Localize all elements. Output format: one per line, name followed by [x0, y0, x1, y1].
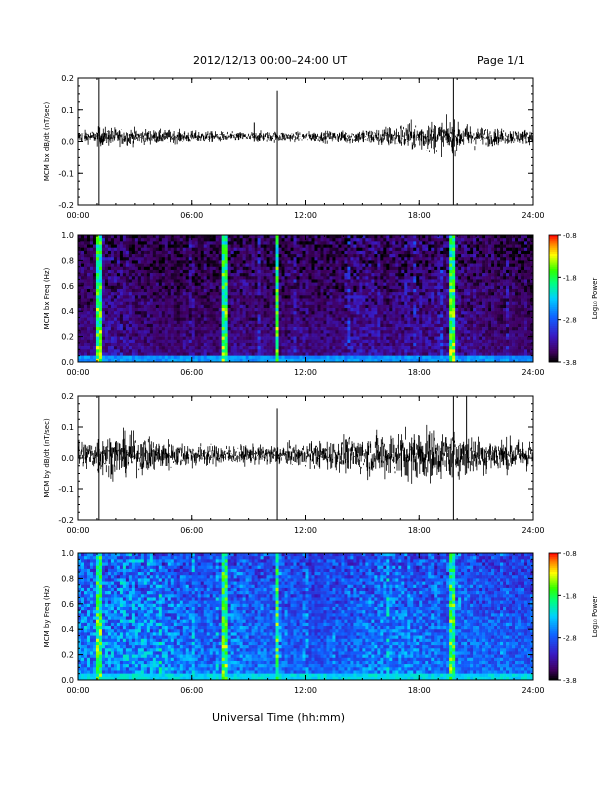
- y-tick-label: 1.0: [61, 231, 74, 240]
- y-tick-label: 0.1: [61, 106, 74, 115]
- panel-0-trace: [77, 114, 533, 157]
- panel-1-spectrogram: [78, 235, 534, 363]
- y-tick-label: 0.2: [61, 74, 74, 83]
- x-tick-label: 06:00: [180, 211, 203, 220]
- y-tick-label: 0.6: [61, 600, 74, 609]
- colorbar-1: -0.8 -1.8 -2.8 -3.8 Log₁₀ Power: [548, 232, 599, 367]
- colorbar-tick-label: -3.8: [563, 359, 577, 367]
- x-tick-label: 00:00: [66, 526, 89, 535]
- y-tick-label: 0.0: [61, 676, 74, 685]
- y-tick-label: 0.0: [61, 454, 74, 463]
- colorbar-label: Log₁₀ Power: [591, 596, 599, 638]
- x-tick-label: 18:00: [408, 526, 431, 535]
- x-tick-label: 12:00: [294, 526, 317, 535]
- panel-2-axes: 00:00 06:00 12:00 18:00 24:00 0.2 0.1 0.0 -0.1 -0…: [43, 392, 545, 535]
- x-tick-label: 18:00: [408, 368, 431, 377]
- y-tick-label: 0.4: [61, 625, 74, 634]
- panel-1-axes: 00:00 06:00 12:00 18:00 24:00 1.0 0.8 0.6 0.4 0.2…: [43, 231, 545, 377]
- x-axis-label: Universal Time (hh:mm): [212, 711, 345, 724]
- x-tick-label: 12:00: [294, 368, 317, 377]
- colorbar-tick-label: -2.8: [563, 635, 577, 643]
- x-tick-label: 00:00: [66, 368, 89, 377]
- y-axis-label: MCM bx Freq (Hz): [43, 267, 51, 329]
- x-tick-label: 06:00: [180, 686, 203, 695]
- x-tick-label: 12:00: [294, 686, 317, 695]
- x-tick-label: 24:00: [521, 211, 544, 220]
- x-tick-label: 00:00: [66, 211, 89, 220]
- x-tick-label: 18:00: [408, 211, 431, 220]
- colorbar-3: -0.8 -1.8 -2.8 -3.8 Log₁₀ Power: [548, 550, 599, 685]
- y-tick-label: -0.2: [58, 201, 74, 210]
- y-tick-label: 0.0: [61, 138, 74, 147]
- panel-2-trace: [77, 424, 533, 484]
- panel-3-axes: 00:00 06:00 12:00 18:00 24:00 1.0 0.8 0.6 0.4 0.2…: [43, 549, 545, 695]
- y-tick-label: 1.0: [61, 549, 74, 558]
- colorbar-tick-label: -0.8: [563, 550, 577, 558]
- panel-0-axes: 00:00 06:00 12:00 18:00 24:00 0.2 0.1 0.0 -0.1 -0…: [43, 74, 545, 220]
- colorbar-tick-label: -3.8: [563, 677, 577, 685]
- x-tick-label: 12:00: [294, 211, 317, 220]
- panel-3-spectrogram: [78, 553, 534, 681]
- y-tick-label: 0.8: [61, 256, 74, 265]
- y-tick-label: 0.4: [61, 307, 74, 316]
- plot-title: 2012/12/13 00:00–24:00 UT: [193, 54, 348, 67]
- y-tick-label: -0.2: [58, 516, 74, 525]
- y-tick-label: 0.8: [61, 574, 74, 583]
- colorbar-tick-label: -0.8: [563, 232, 577, 240]
- x-tick-label: 24:00: [521, 368, 544, 377]
- y-tick-label: 0.2: [61, 392, 74, 401]
- y-tick-label: 0.2: [61, 651, 74, 660]
- x-tick-label: 06:00: [180, 526, 203, 535]
- panel-0-frame: [77, 77, 534, 206]
- colorbar-tick-label: -1.8: [563, 592, 577, 600]
- y-tick-label: 0.6: [61, 282, 74, 291]
- x-tick-label: 24:00: [521, 526, 544, 535]
- colorbar-tick-label: -2.8: [563, 317, 577, 325]
- colorbar-label: Log₁₀ Power: [591, 278, 599, 320]
- colorbar-tick-label: -1.8: [563, 274, 577, 282]
- x-tick-label: 18:00: [408, 686, 431, 695]
- y-tick-label: 0.2: [61, 333, 74, 342]
- y-tick-label: -0.1: [58, 169, 74, 178]
- x-tick-label: 24:00: [521, 686, 544, 695]
- y-tick-label: 0.1: [61, 423, 74, 432]
- page-number: Page 1/1: [477, 54, 525, 67]
- y-axis-label: MCM bx dB/dt (nT/sec): [43, 102, 51, 182]
- y-tick-label: 0.0: [61, 358, 74, 367]
- x-tick-label: 00:00: [66, 686, 89, 695]
- y-tick-label: -0.1: [58, 485, 74, 494]
- y-axis-label: MCM by Freq (Hz): [43, 585, 51, 647]
- x-tick-label: 06:00: [180, 368, 203, 377]
- y-axis-label: MCM by dB/dt (nT/sec): [43, 418, 51, 498]
